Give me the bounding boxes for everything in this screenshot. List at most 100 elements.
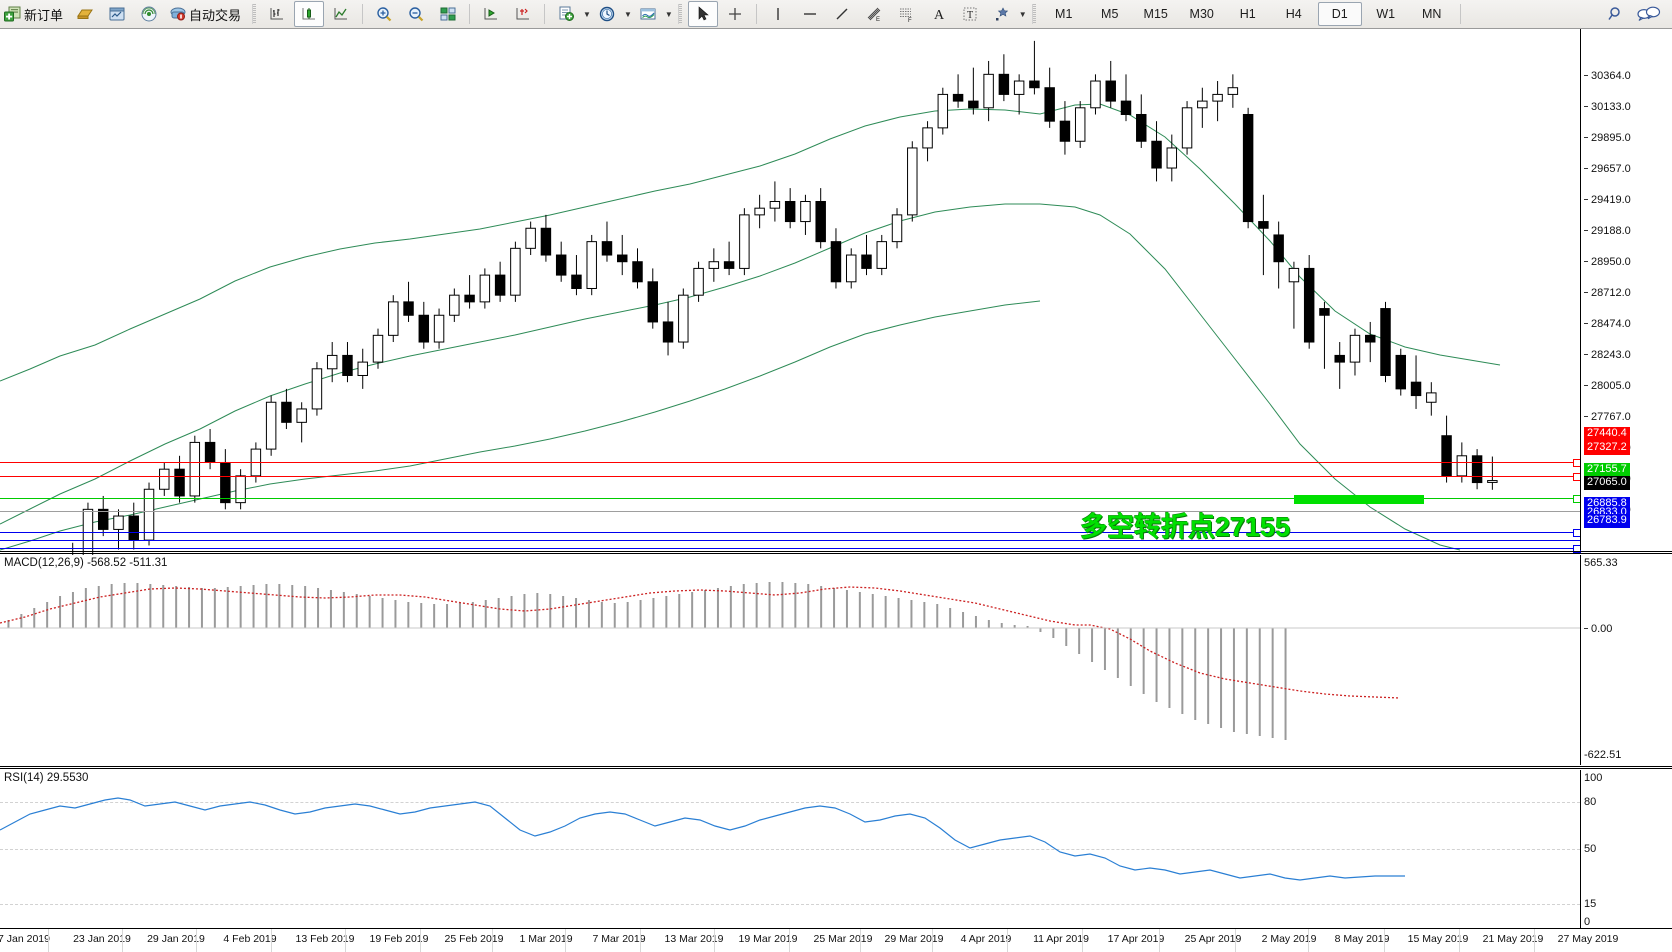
expert-advisors-button[interactable] [70,1,100,27]
templates-button[interactable] [633,1,663,27]
fibonacci-button[interactable]: F [891,1,921,27]
candle-body [265,401,277,450]
resistance-2-tag[interactable]: 27327.2 [1584,441,1630,455]
candle-body [1212,93,1223,102]
tile-windows-button[interactable] [433,1,463,27]
macd-histogram [7,582,1287,740]
candle-body [662,321,674,343]
rsi-axis-divider [1580,770,1581,928]
rsi-pane[interactable]: RSI(14) 29.5530 [0,770,1672,928]
timeframe-m30[interactable]: M30 [1189,7,1214,21]
macd-pane[interactable]: MACD(12,26,9) -568.52 -511.31 [0,555,1672,765]
support-3-tag[interactable]: 26783.9 [1584,514,1630,528]
resistance-1-line[interactable] [0,462,1580,463]
vertical-line-icon [777,8,779,20]
fibonacci-icon: F [899,8,912,23]
resistance-2-line[interactable] [0,476,1580,477]
date-tick-separator [420,929,421,952]
equidistant-channel-button[interactable]: E [859,1,889,27]
arrow-cursor-icon [698,6,709,21]
rsi-tick-15: 15 [1584,898,1597,910]
date-tick-separator [640,929,641,952]
support-1-line[interactable] [0,532,1580,533]
candlestick-icon [302,8,316,20]
cursor-button[interactable] [687,1,718,27]
candle-body [891,214,903,243]
timeframe-m15[interactable]: M15 [1143,7,1168,21]
line-chart-button[interactable] [326,1,356,27]
autotrading-button[interactable]: 自动交易 [166,1,246,27]
candle-body [311,368,323,410]
timeframe-m1[interactable]: M1 [1055,7,1073,21]
text-label-button[interactable]: T [955,1,985,27]
text-button[interactable]: A [923,1,953,27]
crosshair-icon [728,8,741,20]
zoom-in-button[interactable] [369,1,399,27]
terminal-window-icon [109,7,125,21]
price-chart-pane[interactable]: 多空转折点27155 [0,29,1672,717]
svg-text:T: T [967,10,973,21]
chat-bubbles-icon [1637,6,1661,21]
terminal-button[interactable] [102,1,132,27]
periods-button[interactable] [592,1,622,27]
macd-label: MACD(12,26,9) -568.52 -511.31 [4,557,168,569]
price-chart-canvas [0,40,1501,717]
indicators-dropdown-caret[interactable]: ▼ [583,9,591,19]
date-tick-label: 29 Jan 2019 [147,933,205,945]
timeframe-w1[interactable]: W1 [1376,7,1396,21]
support-2-line[interactable] [0,540,1580,541]
resistance-1-tag[interactable]: 27440.4 [1584,427,1630,441]
chat-button[interactable] [1632,1,1664,27]
timeframe-mn[interactable]: MN [1421,7,1442,21]
candle-body [1471,455,1483,484]
candle-body [1166,147,1178,169]
candle-body [235,475,246,504]
date-tick-separator [1459,929,1460,952]
macd-tick-max: 565.33 [1584,557,1618,569]
candle-body [708,261,720,269]
pivot-level-tag[interactable]: 27155.7 [1584,463,1630,477]
new-order-button[interactable]: 新订单 [1,1,68,27]
candlestick-chart-button[interactable] [294,1,325,27]
support-3-line[interactable] [0,548,1580,549]
chart-shift-button[interactable] [508,1,538,27]
date-tick-separator [565,929,566,952]
timeframe-d1[interactable]: D1 [1317,2,1362,26]
price-tick: 28950.0 [1584,256,1631,268]
vertical-line-button[interactable] [763,1,793,27]
candle-body [952,93,964,102]
objects-dropdown-caret[interactable]: ▼ [1018,9,1027,19]
crosshair-button[interactable] [720,1,750,27]
date-tick-separator [789,929,790,952]
timeframe-h4[interactable]: H4 [1285,7,1302,21]
candle-body [830,241,842,283]
date-tick-separator [1384,929,1385,952]
zoom-out-button[interactable] [401,1,431,27]
horizontal-line-icon [803,13,816,15]
timeframe-m5[interactable]: M5 [1101,7,1119,21]
date-tick-separator [1007,929,1008,952]
candle-body [1395,354,1407,390]
candle-body [647,281,659,323]
horizontal-line-button[interactable] [795,1,825,27]
toolbar-separator [677,4,682,24]
rsi-pane-top-border-2 [0,768,1672,769]
objects-button[interactable] [987,1,1017,27]
trendline-button[interactable] [827,1,857,27]
candle-body [1441,435,1452,477]
signals-button[interactable] [134,1,164,27]
templates-dropdown-caret[interactable]: ▼ [664,9,673,19]
candle-body [189,441,201,497]
date-axis[interactable]: 7 Jan 2019 23 Jan 2019 29 Jan 2019 4 Feb 20… [0,928,1672,952]
macd-tick-zero: 0.00 [1584,623,1612,635]
pivot-level-line[interactable] [0,498,1580,499]
auto-scroll-button[interactable] [476,1,506,27]
indicators-button[interactable] [551,1,581,27]
bollinger-lower-line [0,300,1041,551]
zoom-out-icon [409,7,424,22]
bar-chart-button[interactable] [262,1,292,27]
periods-dropdown-caret[interactable]: ▼ [623,9,632,19]
search-button[interactable] [1600,1,1630,27]
current-price-tag: 27065.0 [1584,476,1630,490]
timeframe-h1[interactable]: H1 [1239,7,1256,21]
